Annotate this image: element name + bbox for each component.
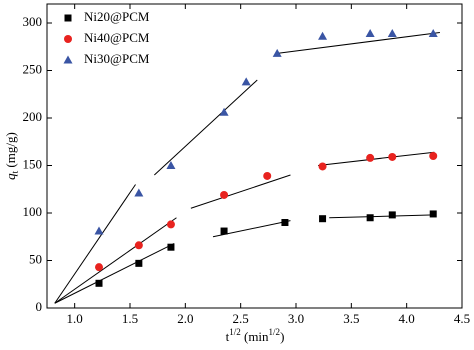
fit-line bbox=[154, 79, 258, 176]
marker-square bbox=[319, 215, 327, 223]
plot-frame bbox=[46, 3, 463, 309]
x-label-part: 1/2 bbox=[269, 327, 281, 337]
x-tick-label: 3.0 bbox=[288, 311, 304, 326]
marker-square bbox=[281, 219, 289, 226]
x-axis-label: t1/2 (min1/2) bbox=[226, 327, 285, 344]
marker-circle bbox=[166, 220, 175, 229]
marker-circle bbox=[64, 35, 72, 43]
fit-line bbox=[190, 174, 291, 209]
y-label-part: (mg/g) bbox=[3, 132, 18, 171]
marker-triangle bbox=[318, 31, 328, 40]
y-label-part: t bbox=[10, 170, 20, 173]
marker-triangle bbox=[134, 188, 144, 197]
fit-line bbox=[329, 214, 435, 219]
x-tick-label: 3.5 bbox=[343, 311, 359, 326]
marker-square bbox=[95, 279, 103, 287]
marker-circle bbox=[388, 152, 397, 161]
fit-line bbox=[277, 32, 440, 54]
y-tick-label: 50 bbox=[29, 251, 42, 266]
marker-circle bbox=[134, 241, 143, 250]
marker-square bbox=[429, 210, 437, 218]
x-label-part: t bbox=[226, 329, 230, 344]
fit-line bbox=[54, 217, 177, 304]
marker-circle bbox=[263, 171, 272, 180]
marker-triangle bbox=[219, 107, 229, 116]
y-axis-label: qt (mg/g) bbox=[3, 132, 20, 180]
x-tick-label: 4.0 bbox=[399, 311, 415, 326]
x-label-part: (min bbox=[241, 329, 269, 344]
x-tick-label: 1.5 bbox=[122, 311, 138, 326]
marker-triangle bbox=[63, 55, 73, 64]
x-tick-label: 2.0 bbox=[177, 311, 193, 326]
legend-label: Ni40@PCM bbox=[84, 30, 150, 45]
fit-line bbox=[318, 151, 435, 166]
marker-triangle bbox=[387, 28, 397, 37]
marker-triangle bbox=[166, 161, 176, 169]
legend-label: Ni20@PCM bbox=[84, 9, 150, 24]
y-label-part: q bbox=[3, 173, 18, 180]
marker-square bbox=[167, 243, 175, 251]
fit-line bbox=[54, 184, 136, 304]
y-tick-label: 100 bbox=[23, 204, 43, 219]
marker-square bbox=[220, 227, 228, 235]
marker-circle bbox=[220, 190, 229, 199]
x-tick-label: 2.5 bbox=[233, 311, 249, 326]
marker-square bbox=[388, 211, 396, 219]
y-tick-label: 300 bbox=[23, 14, 43, 29]
marker-square bbox=[64, 14, 72, 22]
x-tick-label: 1.0 bbox=[67, 311, 83, 326]
marker-square bbox=[135, 259, 143, 267]
marker-circle bbox=[366, 153, 375, 162]
marker-square bbox=[366, 214, 374, 222]
marker-triangle bbox=[94, 226, 104, 235]
marker-circle bbox=[95, 263, 104, 272]
marker-triangle bbox=[272, 48, 282, 57]
y-tick-label: 150 bbox=[23, 156, 43, 171]
y-tick-label: 200 bbox=[23, 109, 43, 124]
y-tick-label: 0 bbox=[36, 299, 43, 314]
x-tick-label: 4.5 bbox=[454, 311, 470, 326]
x-label-part: ) bbox=[280, 329, 284, 344]
marker-circle bbox=[318, 162, 327, 171]
marker-triangle bbox=[241, 77, 251, 86]
y-tick-label: 250 bbox=[23, 61, 43, 76]
x-label-part: 1/2 bbox=[229, 327, 241, 337]
marker-circle bbox=[429, 152, 438, 160]
legend-label: Ni30@PCM bbox=[84, 51, 150, 66]
marker-triangle bbox=[428, 28, 438, 37]
fit-line bbox=[54, 242, 175, 304]
marker-triangle bbox=[365, 28, 375, 37]
